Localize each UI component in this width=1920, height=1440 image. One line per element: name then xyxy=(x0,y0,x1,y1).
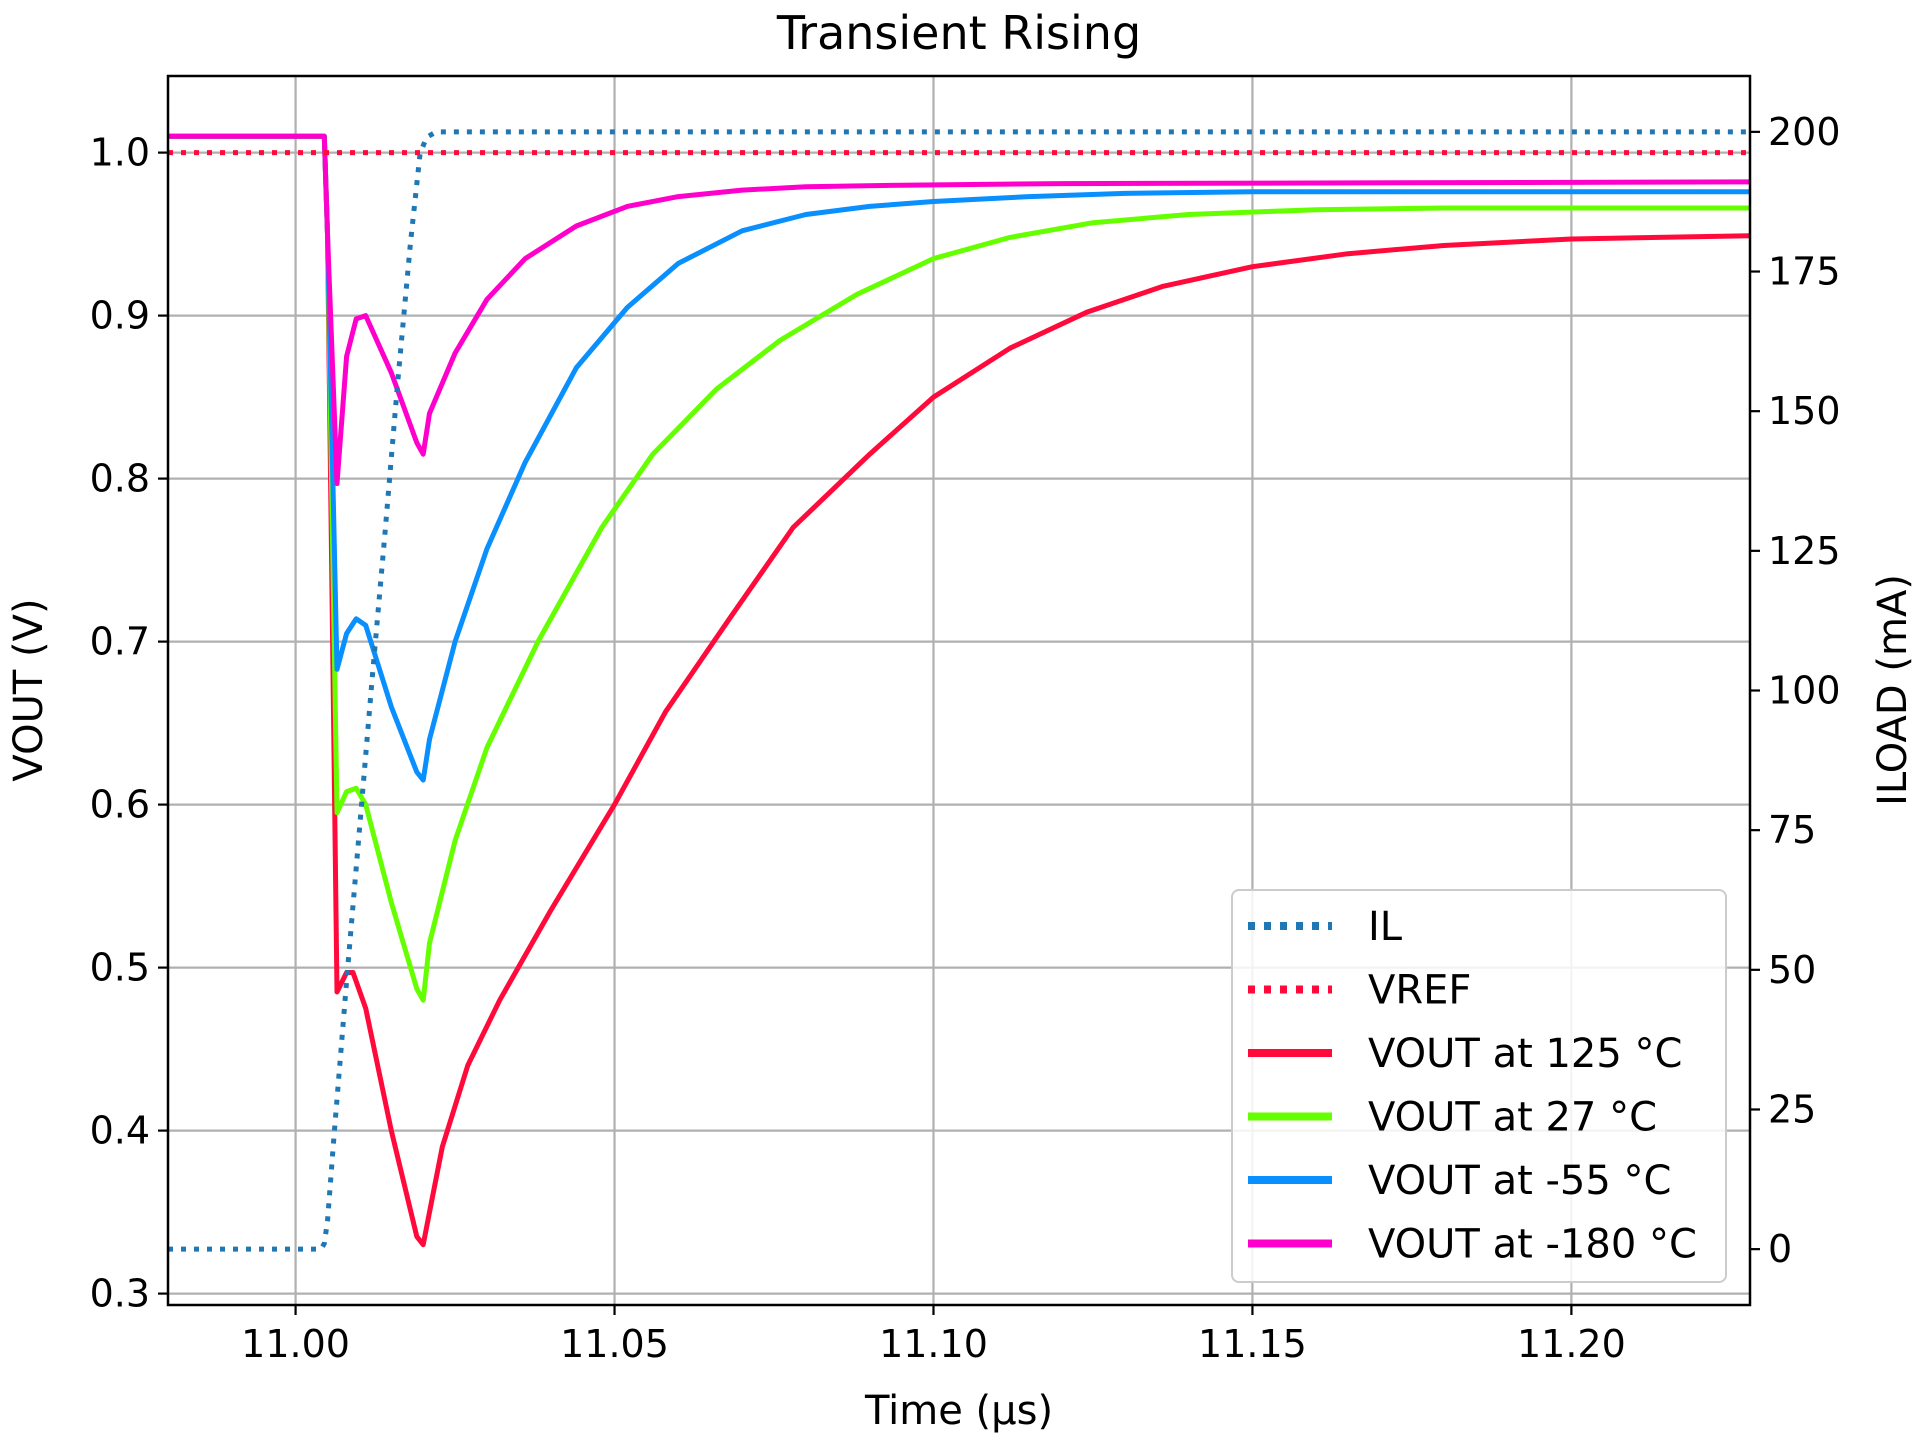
legend-label-vout-at-55-c: VOUT at -55 °C xyxy=(1368,1158,1671,1204)
series-line-vout-at-55-c xyxy=(168,133,1750,783)
series-line-vout-at-125-c xyxy=(168,133,1750,1248)
legend-label-vout-at-180-c: VOUT at -180 °C xyxy=(1368,1222,1697,1268)
y2-tick-label: 100 xyxy=(1768,669,1841,713)
y-tick-label: 0.4 xyxy=(90,1109,150,1153)
y-tick-label: 0.8 xyxy=(90,457,150,501)
legend-label-vref: VREF xyxy=(1368,968,1471,1014)
y2-tick-label: 75 xyxy=(1768,808,1816,852)
legend: IL VREF VOUT at 125 °C VOUT at 27 °C VOUT at… xyxy=(1231,889,1727,1283)
x-tick-label: 11.15 xyxy=(1198,1322,1307,1366)
legend-label-il: IL xyxy=(1368,904,1403,950)
y-tick-label: 0.3 xyxy=(90,1272,150,1316)
y2-tick-label: 25 xyxy=(1768,1087,1816,1131)
y-tick-label: 0.5 xyxy=(90,946,150,990)
series-group xyxy=(168,129,1750,1252)
y2-tick-label: 50 xyxy=(1768,948,1816,992)
y2-axis-ticks: 0 25 50 75 100 125 150 175 200 xyxy=(1750,110,1841,1271)
y-axis-ticks: 0.3 0.4 0.5 0.6 0.7 0.8 0.9 1.0 xyxy=(90,131,168,1316)
y2-tick-label: 150 xyxy=(1768,389,1841,433)
series-line-il xyxy=(168,129,1750,1252)
y2-tick-label: 0 xyxy=(1768,1227,1792,1271)
y2-tick-label: 200 xyxy=(1768,110,1841,154)
x-tick-label: 11.05 xyxy=(560,1322,669,1366)
y-tick-label: 1.0 xyxy=(90,131,150,175)
legend-box xyxy=(1231,889,1727,1283)
legend-label-vout-at-27-c: VOUT at 27 °C xyxy=(1368,1095,1657,1141)
x-tick-label: 11.20 xyxy=(1517,1322,1626,1366)
x-axis-label: Time (µs) xyxy=(864,1388,1053,1434)
y2-axis-label: ILOAD (mA) xyxy=(1870,574,1916,806)
series-line-vout-at-27-c xyxy=(168,133,1750,1003)
y2-tick-label: 175 xyxy=(1768,250,1841,294)
chart-title: Transient Rising xyxy=(776,6,1141,60)
x-tick-label: 11.10 xyxy=(879,1322,988,1366)
y-axis-label: VOUT (V) xyxy=(6,598,52,781)
y2-tick-label: 125 xyxy=(1768,529,1841,573)
y-tick-label: 0.6 xyxy=(90,783,150,827)
series-line-vout-at-180-c xyxy=(168,133,1750,486)
y-tick-label: 0.7 xyxy=(90,620,150,664)
y-tick-label: 0.9 xyxy=(90,294,150,338)
x-axis-ticks: 11.00 11.05 11.10 11.15 11.20 xyxy=(241,1305,1626,1366)
x-tick-label: 11.00 xyxy=(241,1322,350,1366)
legend-label-vout-at-125-c: VOUT at 125 °C xyxy=(1368,1031,1682,1077)
grid xyxy=(168,76,1750,1305)
